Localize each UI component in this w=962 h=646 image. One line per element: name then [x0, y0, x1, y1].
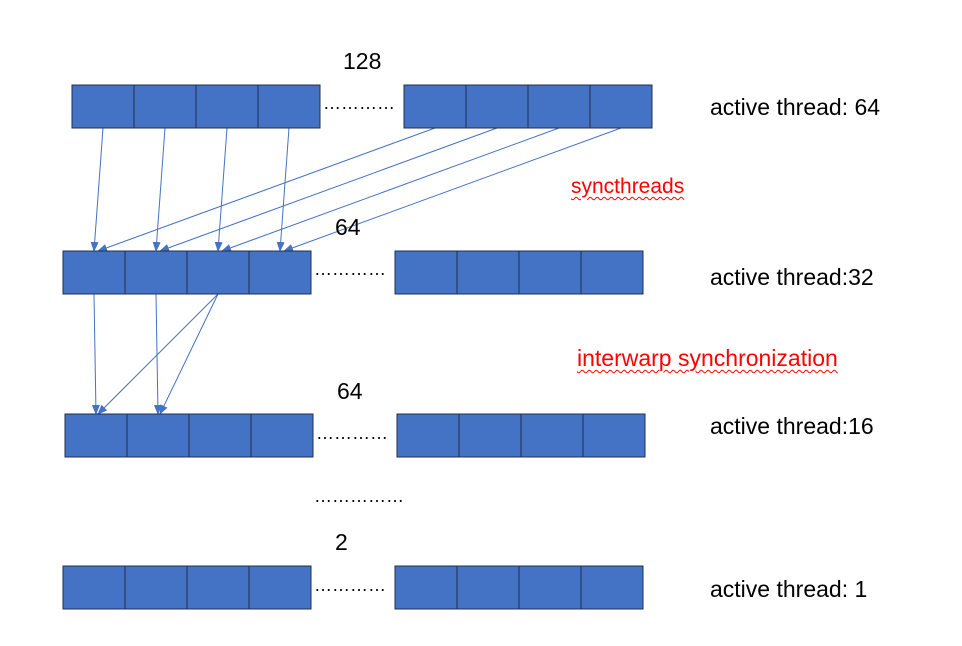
level-2-right-cell-2	[456, 250, 520, 295]
level-1-right-cell-1	[403, 84, 467, 129]
level-2-left-cell-1	[62, 250, 126, 295]
level-2-left-cell-3	[186, 250, 250, 295]
level-2-active-thread: active thread:32	[710, 264, 874, 290]
arrow-l1-left-3	[214, 127, 228, 252]
level-1-dots: …………	[323, 93, 395, 113]
level-4-right-cell-4	[580, 565, 644, 610]
level-2-right-cell-4	[580, 250, 644, 295]
level-3-right-cell-2	[458, 413, 522, 458]
arrow-l1-left-1	[90, 127, 104, 252]
level-3-right-cell-1	[396, 413, 460, 458]
level-4-left-cell-2	[124, 565, 188, 610]
arrow-l2-cross-1	[97, 293, 219, 415]
arrows-group	[90, 127, 622, 415]
level-4-active-thread: active thread: 1	[710, 576, 868, 602]
level-3-active-thread: active thread:16	[710, 413, 874, 439]
level-2-left-cell-4	[248, 250, 312, 295]
arrow-l1-right-1	[97, 127, 436, 252]
level-3-dots: …………	[316, 423, 388, 443]
arrow-l2-vertical-2	[153, 293, 162, 415]
interwarp-sync-annotation: interwarp synchronization	[577, 345, 838, 371]
level-1-left-cell-1	[71, 84, 135, 129]
arrow-l2-cross-2	[159, 293, 219, 415]
level-1-right-cell-2	[465, 84, 529, 129]
level-3-right-cell-4	[582, 413, 646, 458]
level-4-left-cell-4	[248, 565, 312, 610]
arrow-l1-right-4	[283, 127, 622, 252]
syncthreads-annotation: syncthreads	[571, 175, 685, 198]
arrow-l1-right-2	[159, 127, 498, 252]
level-3-count: 64	[337, 378, 363, 404]
level-3-right-cell-3	[520, 413, 584, 458]
between-levels-dots: ……………	[314, 486, 404, 506]
level-3-left-cell-1	[64, 413, 128, 458]
level-4-dots: …………	[314, 575, 386, 595]
level-1-left-cell-2	[133, 84, 197, 129]
level-1-right-cell-4	[589, 84, 653, 129]
level-4-right-cell-1	[394, 565, 458, 610]
arrow-l1-left-4	[276, 127, 290, 252]
level-3-left-cell-3	[188, 413, 252, 458]
level-1-left-cell-4	[257, 84, 321, 129]
arrow-l2-vertical-1	[91, 293, 100, 415]
level-4-left-cell-1	[62, 565, 126, 610]
level-1-count: 128	[343, 48, 382, 74]
level-1-right-cell-3	[527, 84, 591, 129]
level-4-right-cell-2	[456, 565, 520, 610]
level-2-count: 64	[335, 214, 361, 240]
level-1-active-thread: active thread: 64	[710, 94, 881, 120]
level-2-left-cell-2	[124, 250, 188, 295]
level-4-left-cell-3	[186, 565, 250, 610]
arrow-l1-left-2	[152, 127, 166, 252]
cells-group	[62, 84, 653, 610]
level-3-left-cell-4	[250, 413, 314, 458]
level-2-dots: …………	[314, 259, 386, 279]
level-3-left-cell-2	[126, 413, 190, 458]
arrow-l1-right-3	[221, 127, 560, 252]
level-2-right-cell-3	[518, 250, 582, 295]
level-4-right-cell-3	[518, 565, 582, 610]
level-4-count: 2	[335, 529, 348, 555]
level-2-right-cell-1	[394, 250, 458, 295]
level-1-left-cell-3	[195, 84, 259, 129]
